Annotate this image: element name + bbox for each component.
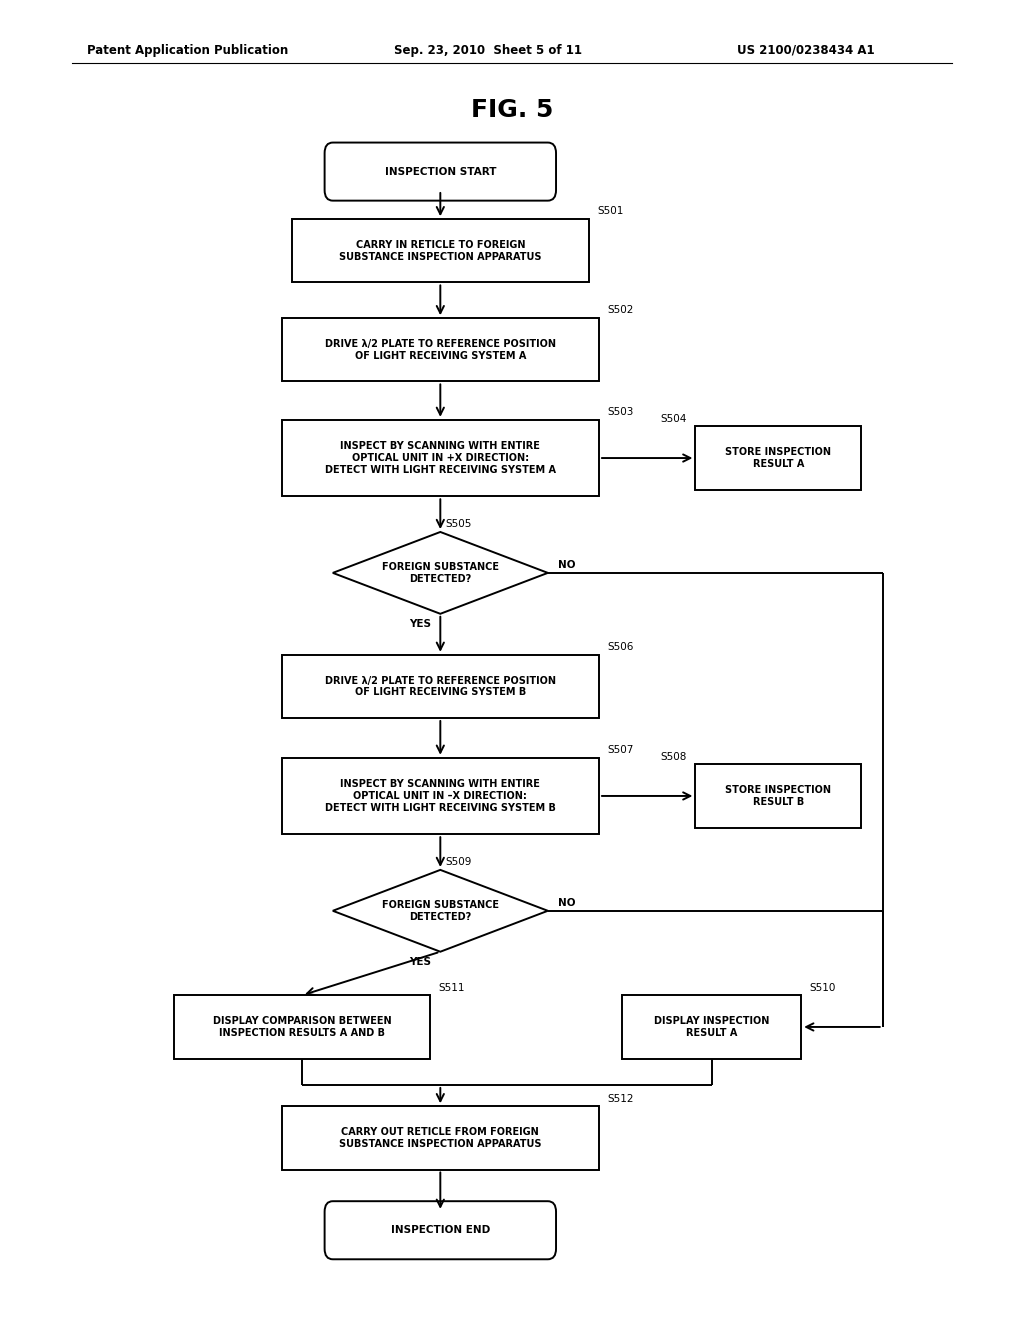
- Text: FIG. 5: FIG. 5: [471, 98, 553, 121]
- Text: DRIVE λ/2 PLATE TO REFERENCE POSITION
OF LIGHT RECEIVING SYSTEM B: DRIVE λ/2 PLATE TO REFERENCE POSITION OF…: [325, 676, 556, 697]
- Bar: [695, 426, 861, 490]
- Text: CARRY IN RETICLE TO FOREIGN
SUBSTANCE INSPECTION APPARATUS: CARRY IN RETICLE TO FOREIGN SUBSTANCE IN…: [339, 240, 542, 261]
- Bar: [282, 420, 599, 496]
- FancyBboxPatch shape: [325, 143, 556, 201]
- Text: S501: S501: [597, 206, 624, 216]
- Bar: [282, 758, 599, 834]
- Polygon shape: [333, 532, 548, 614]
- FancyBboxPatch shape: [325, 1201, 556, 1259]
- Text: STORE INSPECTION
RESULT B: STORE INSPECTION RESULT B: [725, 785, 831, 807]
- Text: S508: S508: [660, 751, 687, 762]
- Bar: [292, 219, 589, 282]
- Text: INSPECT BY SCANNING WITH ENTIRE
OPTICAL UNIT IN +X DIRECTION:
DETECT WITH LIGHT : INSPECT BY SCANNING WITH ENTIRE OPTICAL …: [325, 441, 556, 475]
- Text: YES: YES: [409, 957, 431, 968]
- Bar: [282, 1106, 599, 1170]
- Text: YES: YES: [409, 619, 431, 630]
- Text: US 2100/0238434 A1: US 2100/0238434 A1: [737, 44, 874, 57]
- Text: DISPLAY COMPARISON BETWEEN
INSPECTION RESULTS A AND B: DISPLAY COMPARISON BETWEEN INSPECTION RE…: [213, 1016, 391, 1038]
- Bar: [282, 318, 599, 381]
- Text: Patent Application Publication: Patent Application Publication: [87, 44, 289, 57]
- Text: S506: S506: [607, 642, 634, 652]
- Text: INSPECT BY SCANNING WITH ENTIRE
OPTICAL UNIT IN –X DIRECTION:
DETECT WITH LIGHT : INSPECT BY SCANNING WITH ENTIRE OPTICAL …: [325, 779, 556, 813]
- Text: DRIVE λ/2 PLATE TO REFERENCE POSITION
OF LIGHT RECEIVING SYSTEM A: DRIVE λ/2 PLATE TO REFERENCE POSITION OF…: [325, 339, 556, 360]
- Text: Sep. 23, 2010  Sheet 5 of 11: Sep. 23, 2010 Sheet 5 of 11: [394, 44, 583, 57]
- Text: INSPECTION START: INSPECTION START: [385, 166, 496, 177]
- Text: S509: S509: [445, 857, 472, 867]
- Text: CARRY OUT RETICLE FROM FOREIGN
SUBSTANCE INSPECTION APPARATUS: CARRY OUT RETICLE FROM FOREIGN SUBSTANCE…: [339, 1127, 542, 1148]
- Text: FOREIGN SUBSTANCE
DETECTED?: FOREIGN SUBSTANCE DETECTED?: [382, 562, 499, 583]
- Text: S504: S504: [660, 413, 687, 424]
- Bar: [622, 995, 801, 1059]
- Polygon shape: [333, 870, 548, 952]
- Text: NO: NO: [558, 560, 575, 570]
- Text: S503: S503: [607, 407, 634, 417]
- Text: S511: S511: [438, 982, 465, 993]
- Text: DISPLAY INSPECTION
RESULT A: DISPLAY INSPECTION RESULT A: [654, 1016, 769, 1038]
- Text: STORE INSPECTION
RESULT A: STORE INSPECTION RESULT A: [725, 447, 831, 469]
- Text: S512: S512: [607, 1093, 634, 1104]
- Text: S507: S507: [607, 744, 634, 755]
- Text: FOREIGN SUBSTANCE
DETECTED?: FOREIGN SUBSTANCE DETECTED?: [382, 900, 499, 921]
- Text: S505: S505: [445, 519, 472, 529]
- Text: S502: S502: [607, 305, 634, 315]
- Bar: [695, 764, 861, 828]
- Text: S510: S510: [809, 982, 836, 993]
- Bar: [174, 995, 430, 1059]
- Bar: [282, 655, 599, 718]
- Text: INSPECTION END: INSPECTION END: [391, 1225, 489, 1236]
- Text: NO: NO: [558, 898, 575, 908]
